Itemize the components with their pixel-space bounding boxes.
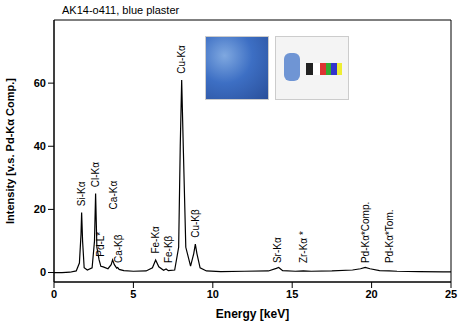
html-text:AK14-o411, blue plaster: AK14-o411, blue plaster bbox=[62, 4, 180, 16]
svg-text:15: 15 bbox=[286, 288, 298, 300]
svg-text:Zr-Kα *: Zr-Kα * bbox=[298, 231, 309, 263]
svg-text:Sr-Kα: Sr-Kα bbox=[272, 237, 283, 263]
svg-text:Pd-L*: Pd-L* bbox=[95, 232, 106, 257]
svg-text:5: 5 bbox=[130, 288, 136, 300]
svg-text:0: 0 bbox=[51, 288, 57, 300]
svg-text:0: 0 bbox=[40, 266, 46, 278]
svg-text:Cu-Kβ: Cu-Kβ bbox=[190, 209, 201, 238]
svg-text:Pd-Kα*Tom.: Pd-Kα*Tom. bbox=[384, 209, 395, 263]
svg-text:Ca-Kα: Ca-Kα bbox=[108, 181, 119, 210]
svg-text:60: 60 bbox=[34, 77, 46, 89]
svg-text:Energy [keV]: Energy [keV] bbox=[216, 307, 289, 321]
svg-text:Pd-Kα*Comp.: Pd-Kα*Comp. bbox=[360, 202, 371, 263]
svg-text:Fe-Kβ: Fe-Kβ bbox=[163, 235, 174, 263]
svg-text:20: 20 bbox=[34, 203, 46, 215]
svg-text:25: 25 bbox=[445, 288, 457, 300]
svg-text:Si-Kα: Si-Kα bbox=[76, 181, 87, 206]
svg-text:Cu-Kα: Cu-Kα bbox=[176, 45, 187, 74]
svg-text:10: 10 bbox=[207, 288, 219, 300]
svg-text:40: 40 bbox=[34, 140, 46, 152]
svg-text:20: 20 bbox=[365, 288, 377, 300]
svg-text:Cl-Kα: Cl-Kα bbox=[90, 162, 101, 187]
svg-text:Ca-Kβ: Ca-Kβ bbox=[113, 234, 124, 263]
svg-text:Fe-Kα: Fe-Kα bbox=[150, 226, 161, 254]
svg-text:Intensity [v.s. Pd-Kα Comp.]: Intensity [v.s. Pd-Kα Comp.] bbox=[4, 78, 16, 224]
